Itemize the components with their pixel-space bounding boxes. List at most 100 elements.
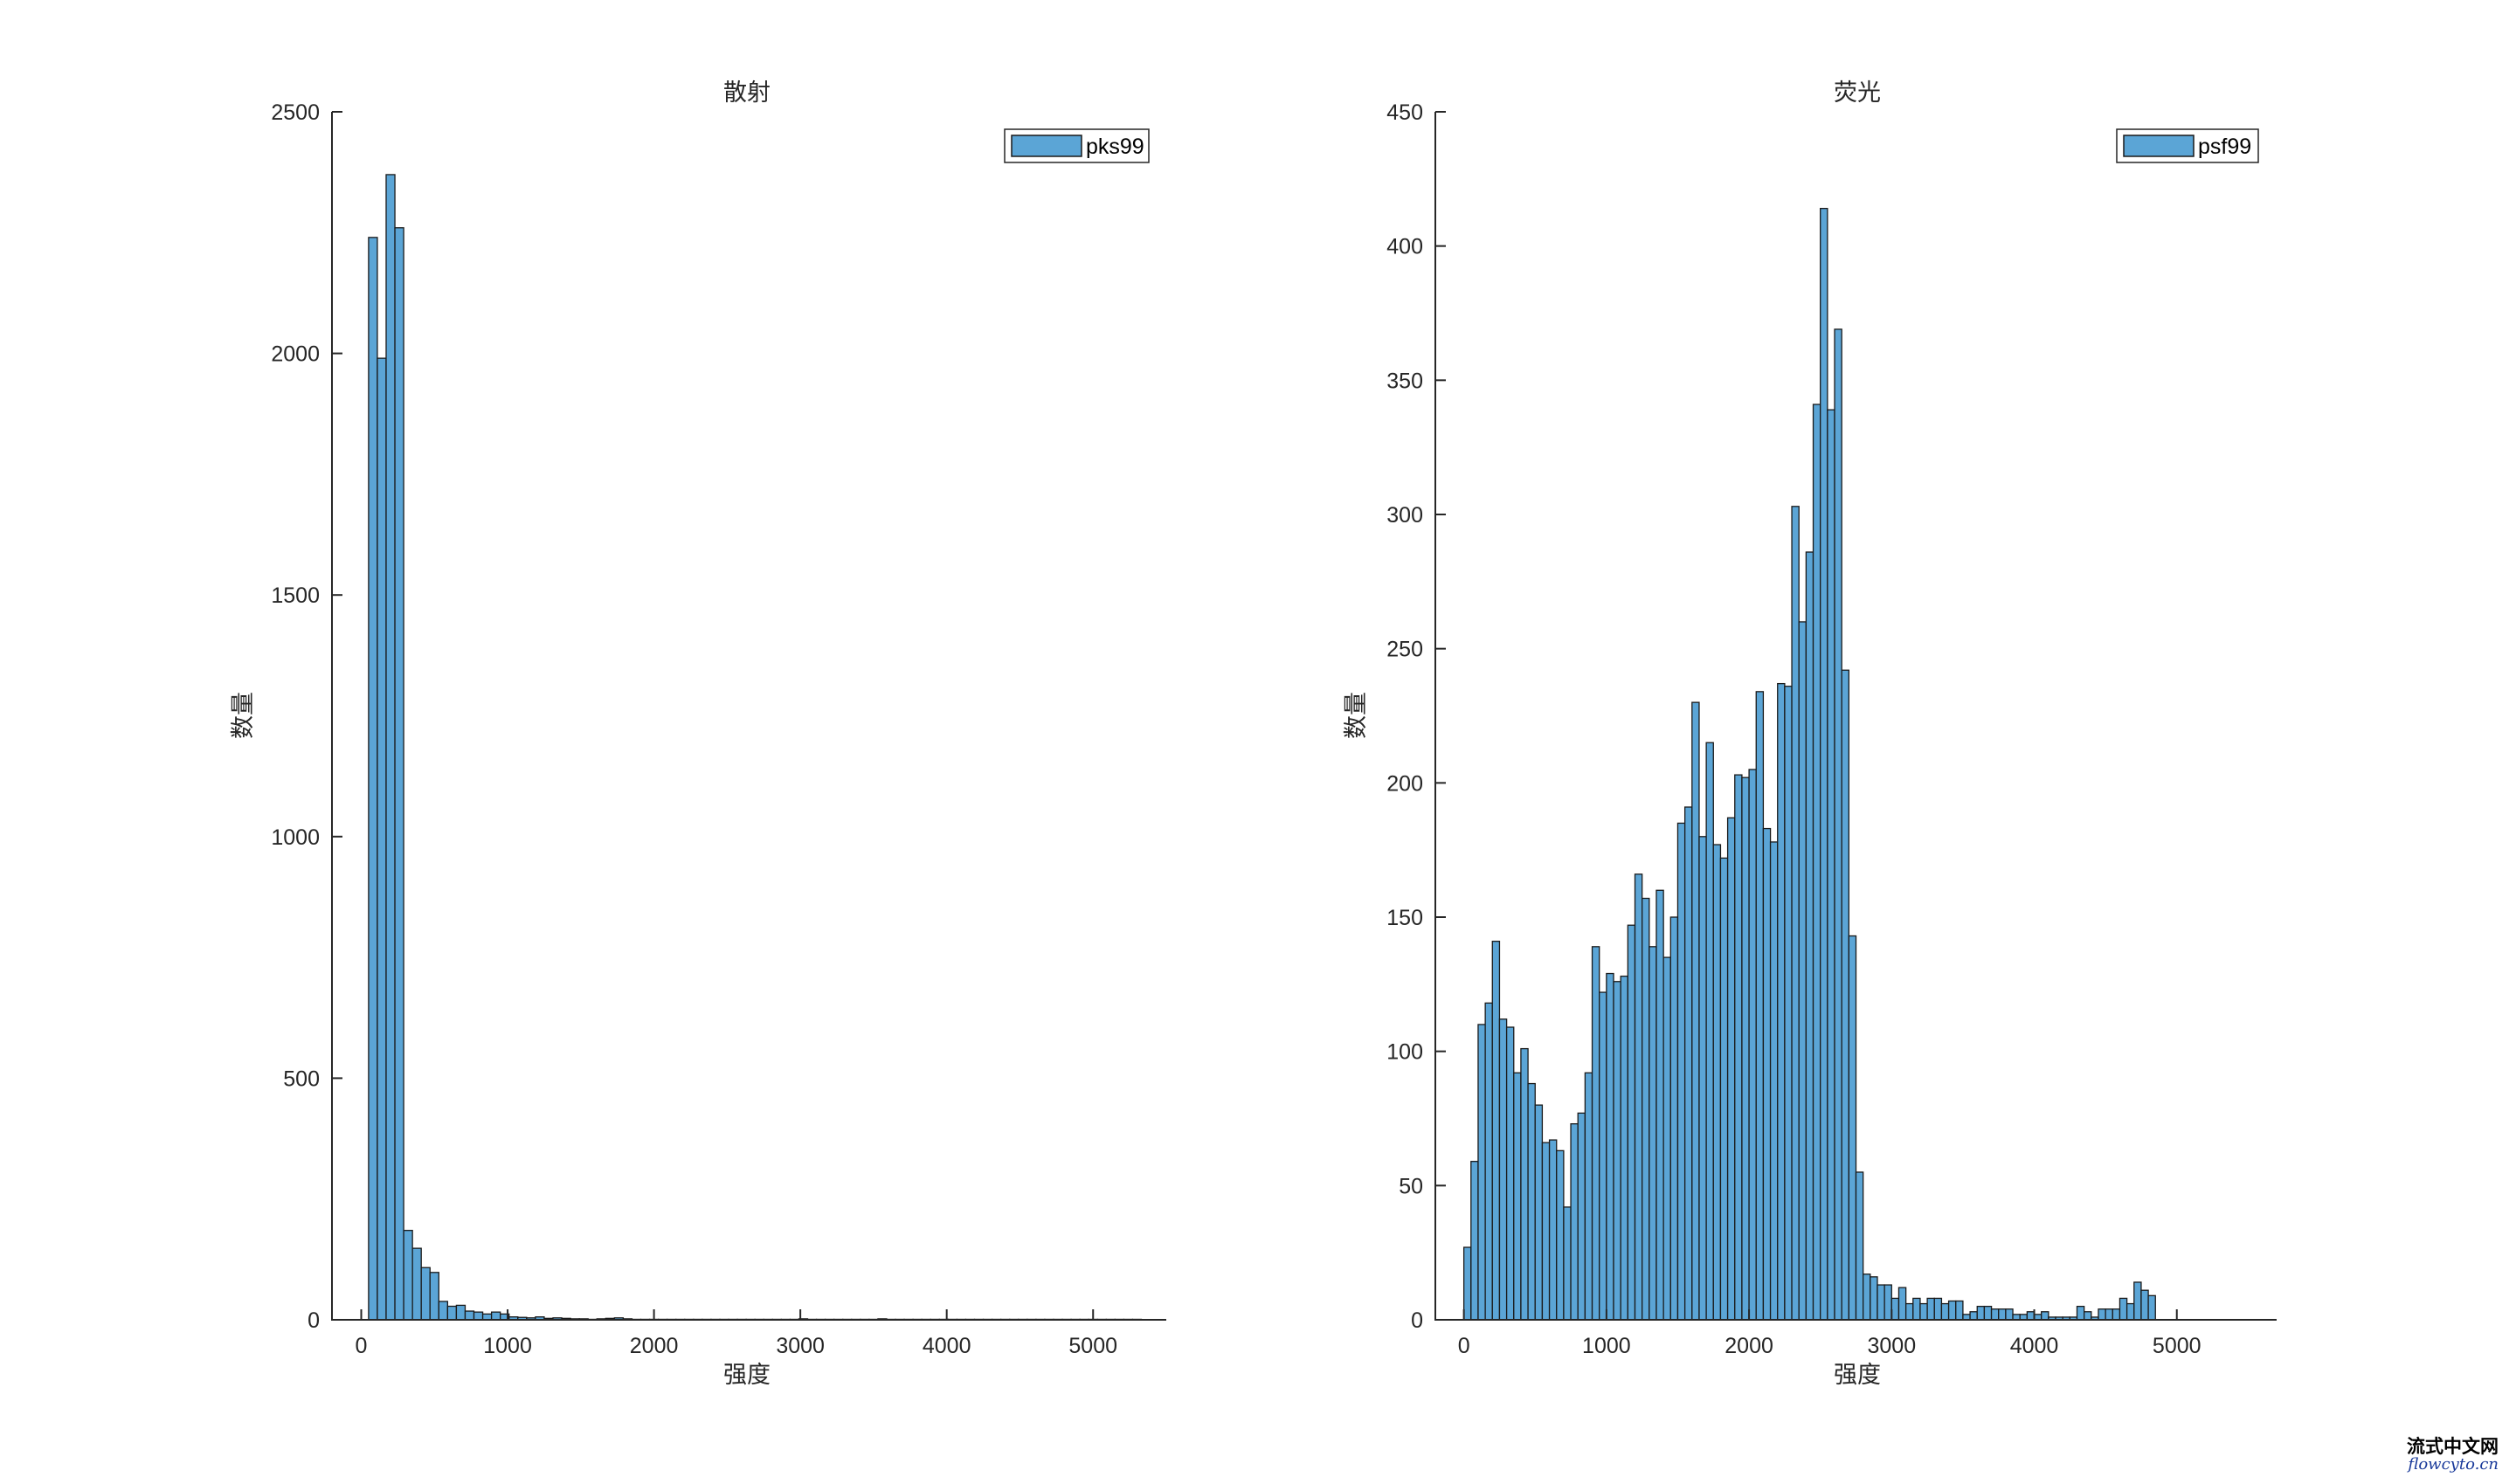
histogram-bar-fluorescence	[1998, 1308, 2007, 1321]
histogram-bar-fluorescence	[2147, 1294, 2156, 1321]
y-axis-label-fluorescence: 数量	[1343, 692, 1370, 739]
x-tick-label: 4000	[2010, 1334, 2059, 1358]
histogram-bar-fluorescence	[1627, 924, 1636, 1321]
histogram-bar-fluorescence	[1548, 1139, 1558, 1321]
histogram-bar-fluorescence	[1741, 777, 1750, 1321]
x-tick-label: 0	[356, 1334, 368, 1358]
histogram-bar-fluorescence	[1841, 669, 1849, 1321]
histogram-bar-fluorescence	[1827, 409, 1835, 1321]
histogram-bar-fluorescence	[1969, 1311, 1978, 1321]
x-axis-label-fluorescence: 强度	[1834, 1362, 1881, 1389]
histogram-bar-fluorescence	[1513, 1072, 1522, 1321]
histogram-bar-fluorescence	[1805, 551, 1814, 1321]
histogram-bar-fluorescence	[1890, 1297, 1900, 1321]
x-axis-label-scatter: 强度	[723, 1362, 771, 1389]
histogram-bar-fluorescence	[1884, 1284, 1892, 1321]
x-tick-label: 5000	[2153, 1334, 2202, 1358]
histogram-bar-fluorescence	[1734, 774, 1743, 1321]
x-tick-label: 4000	[923, 1334, 971, 1358]
histogram-bar-fluorescence	[1705, 742, 1714, 1321]
watermark-title: 流式中文网	[2407, 1436, 2499, 1457]
histogram-bar-fluorescence	[1527, 1082, 1536, 1321]
bars-fluorescence	[1462, 207, 2156, 1321]
y-ticks-fluorescence: 0 50 100 150 200 250 300 350 400 450	[1386, 100, 1446, 1333]
x-ticks-scatter: 0 1000 2000 3000 4000 5000	[356, 1309, 1117, 1358]
histogram-bar-fluorescence	[1762, 827, 1772, 1321]
histogram-bar-scatter	[446, 1305, 458, 1321]
histogram-bar-fluorescence	[1748, 769, 1757, 1321]
y-tick-label: 0	[1411, 1308, 1423, 1333]
histogram-bar-fluorescence	[1470, 1161, 1479, 1321]
histogram-bar-scatter	[394, 227, 404, 1321]
x-tick-label: 0	[1458, 1334, 1470, 1358]
histogram-bar-fluorescence	[1491, 941, 1501, 1321]
histogram-bar-fluorescence	[1947, 1300, 1957, 1321]
y-tick-label: 100	[1386, 1040, 1423, 1065]
y-tick-label: 300	[1386, 503, 1423, 528]
histogram-bar-fluorescence	[1769, 841, 1779, 1321]
histogram-bar-scatter	[368, 237, 378, 1321]
histogram-bar-fluorescence	[1649, 946, 1657, 1321]
histogram-bar-fluorescence	[1919, 1302, 1928, 1321]
y-tick-label: 500	[283, 1066, 320, 1091]
x-ticks-fluorescence: 0 1000 2000 3000 4000 5000	[1458, 1309, 2202, 1358]
histogram-bar-fluorescence	[2041, 1311, 2049, 1321]
histogram-bar-fluorescence	[1642, 897, 1650, 1321]
axes-fluorescence	[1434, 112, 2277, 1321]
histogram-bar-fluorescence	[1926, 1297, 1935, 1321]
histogram-bar-fluorescence	[1955, 1300, 1964, 1321]
legend-label-fluorescence: psf99	[2198, 135, 2251, 159]
histogram-bar-fluorescence	[1777, 682, 1786, 1321]
histogram-bar-fluorescence	[1791, 506, 1800, 1321]
histogram-bar-fluorescence	[1541, 1142, 1551, 1321]
histogram-bar-fluorescence	[1933, 1297, 1943, 1321]
histogram-bar-fluorescence	[1484, 1002, 1493, 1321]
histogram-bar-scatter	[429, 1272, 439, 1321]
histogram-bar-scatter	[377, 357, 387, 1321]
histogram-bar-fluorescence	[1798, 621, 1808, 1321]
bars-scatter	[368, 174, 1143, 1321]
x-tick-label: 2000	[1725, 1334, 1773, 1358]
histogram-bar-fluorescence	[1870, 1276, 1878, 1321]
histogram-bar-fluorescence	[1784, 686, 1793, 1321]
histogram-bar-fluorescence	[2112, 1308, 2121, 1321]
histogram-bar-scatter	[385, 174, 396, 1321]
histogram-bar-fluorescence	[1863, 1273, 1871, 1321]
histogram-bar-fluorescence	[2140, 1289, 2149, 1321]
histogram-bar-fluorescence	[1584, 1072, 1593, 1321]
legend-swatch-scatter	[1011, 135, 1082, 157]
histogram-bar-fluorescence	[1676, 822, 1686, 1321]
legend-fluorescence: psf99	[2116, 128, 2259, 163]
histogram-bar-fluorescence	[1755, 691, 1765, 1321]
histogram-bar-fluorescence	[1462, 1246, 1472, 1321]
histogram-bar-fluorescence	[1820, 207, 1828, 1321]
histogram-bar-fluorescence	[1591, 946, 1600, 1321]
histogram-bar-scatter	[464, 1310, 475, 1321]
histogram-bar-fluorescence	[1940, 1302, 1950, 1321]
chart-title-fluorescence: 荧光	[1834, 79, 1881, 107]
y-tick-label: 2500	[271, 100, 320, 125]
histogram-bar-fluorescence	[1912, 1297, 1921, 1321]
histogram-bar-fluorescence	[1990, 1308, 2000, 1321]
histogram-bar-fluorescence	[1683, 806, 1693, 1321]
scatter-histogram-chart: 散射 强度 数量 0 500 1000 1500 2000 2500 0 1000 2000 3…	[230, 79, 1166, 1389]
histogram-bar-fluorescence	[1655, 889, 1664, 1321]
histogram-bar-fluorescence	[2105, 1308, 2113, 1321]
histogram-bar-fluorescence	[1563, 1206, 1572, 1321]
legend-swatch-fluorescence	[2123, 135, 2195, 157]
histogram-bar-fluorescence	[2098, 1308, 2106, 1321]
histogram-bar-fluorescence	[1812, 404, 1821, 1321]
x-tick-label: 3000	[1867, 1334, 1916, 1358]
y-tick-label: 1500	[271, 583, 320, 608]
y-tick-label: 400	[1386, 235, 1423, 259]
x-tick-label: 1000	[1582, 1334, 1631, 1358]
histogram-bar-scatter	[420, 1267, 431, 1321]
fluorescence-histogram-chart: 荧光 强度 数量 0 50 100 150 200 250 300 350 400 450 0 10…	[1343, 79, 2277, 1389]
y-tick-label: 2000	[271, 342, 320, 367]
histogram-bar-fluorescence	[1904, 1302, 1914, 1321]
chart-title-scatter: 散射	[723, 79, 771, 107]
axes-scatter	[331, 112, 1166, 1321]
histogram-bar-fluorescence	[1534, 1104, 1544, 1321]
x-tick-label: 5000	[1068, 1334, 1117, 1358]
